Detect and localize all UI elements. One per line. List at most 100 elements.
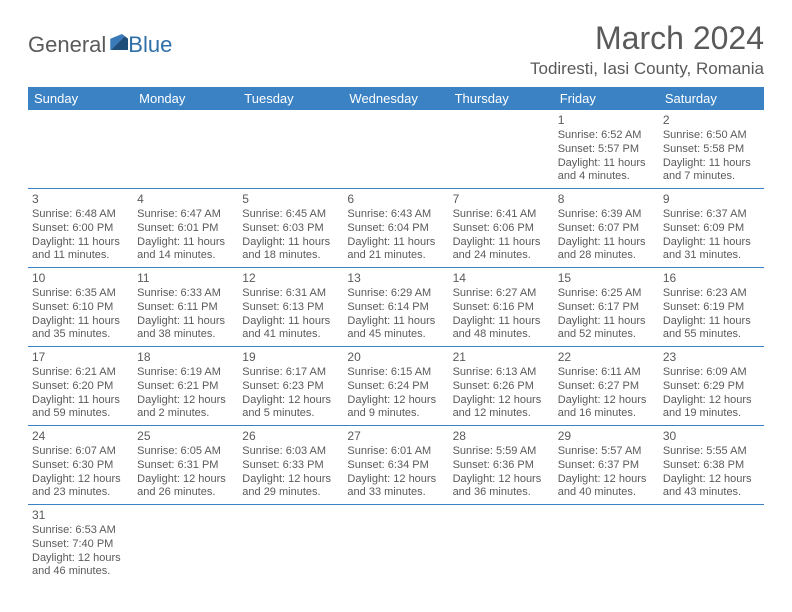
sunrise-text: Sunrise: 6:15 AM — [347, 366, 444, 380]
calendar-body: 1Sunrise: 6:52 AMSunset: 5:57 PM Daylight… — [28, 110, 764, 583]
calendar-cell: 1Sunrise: 6:52 AMSunset: 5:57 PMDaylight… — [554, 110, 659, 189]
daylight-text: Daylight: 12 hours and 36 minutes. — [453, 473, 550, 501]
daylight-text: Daylight: 11 hours and 59 minutes. — [32, 394, 129, 422]
sunrise-text: Sunrise: 6:52 AM — [558, 129, 655, 143]
sunset-text: Sunset: 5:57 PM — [558, 143, 655, 157]
calendar-table: Sunday Monday Tuesday Wednesday Thursday… — [28, 87, 764, 583]
day-number: 27 — [347, 429, 444, 444]
sunset-text: Sunset: 6:10 PM — [32, 301, 129, 315]
weekday-header: Monday — [133, 87, 238, 110]
sunrise-text: Sunrise: 6:03 AM — [242, 445, 339, 459]
day-number: 25 — [137, 429, 234, 444]
day-number: 31 — [32, 508, 129, 523]
calendar-cell: 31Sunrise: 6:53 AMSunset: 7:40 PMDayligh… — [28, 505, 133, 584]
sunset-text: Sunset: 6:27 PM — [558, 380, 655, 394]
weekday-header: Saturday — [659, 87, 764, 110]
calendar-cell: 5Sunrise: 6:45 AMSunset: 6:03 PMDaylight… — [238, 189, 343, 268]
calendar-cell: 15Sunrise: 6:25 AMSunset: 6:17 PMDayligh… — [554, 268, 659, 347]
calendar-cell: 6Sunrise: 6:43 AMSunset: 6:04 PMDaylight… — [343, 189, 448, 268]
calendar-cell — [449, 505, 554, 584]
calendar-cell: 21Sunrise: 6:13 AMSunset: 6:26 PMDayligh… — [449, 347, 554, 426]
day-number: 26 — [242, 429, 339, 444]
day-number: 22 — [558, 350, 655, 365]
sunset-text: Sunset: 6:24 PM — [347, 380, 444, 394]
daylight-text: Daylight: 11 hours and 52 minutes. — [558, 315, 655, 343]
day-number: 10 — [32, 271, 129, 286]
day-number: 19 — [242, 350, 339, 365]
sunrise-text: Sunrise: 6:05 AM — [137, 445, 234, 459]
calendar-row: 31Sunrise: 6:53 AMSunset: 7:40 PMDayligh… — [28, 505, 764, 584]
day-number: 30 — [663, 429, 760, 444]
day-number: 5 — [242, 192, 339, 207]
day-number: 24 — [32, 429, 129, 444]
calendar-cell — [343, 110, 448, 189]
day-number: 4 — [137, 192, 234, 207]
sunrise-text: Sunrise: 6:43 AM — [347, 208, 444, 222]
sunset-text: Sunset: 6:38 PM — [663, 459, 760, 473]
sunset-text: Sunset: 6:31 PM — [137, 459, 234, 473]
sunrise-text: Sunrise: 6:48 AM — [32, 208, 129, 222]
sunset-text: Sunset: 6:26 PM — [453, 380, 550, 394]
sunrise-text: Sunrise: 6:13 AM — [453, 366, 550, 380]
sunrise-text: Sunrise: 6:17 AM — [242, 366, 339, 380]
brand-general: General — [28, 32, 106, 58]
sunrise-text: Sunrise: 6:53 AM — [32, 524, 129, 538]
daylight-text: Daylight: 12 hours and 23 minutes. — [32, 473, 129, 501]
calendar-cell — [343, 505, 448, 584]
sunrise-text: Sunrise: 6:39 AM — [558, 208, 655, 222]
calendar-row: 3Sunrise: 6:48 AMSunset: 6:00 PMDaylight… — [28, 189, 764, 268]
day-number: 1 — [558, 113, 655, 128]
brand-logo: General Blue — [28, 32, 172, 58]
sunset-text: Sunset: 6:29 PM — [663, 380, 760, 394]
calendar-cell — [449, 110, 554, 189]
brand-blue: Blue — [128, 32, 172, 58]
sunset-text: Sunset: 6:36 PM — [453, 459, 550, 473]
daylight-text: Daylight: 12 hours and 19 minutes. — [663, 394, 760, 422]
calendar-cell: 9Sunrise: 6:37 AMSunset: 6:09 PMDaylight… — [659, 189, 764, 268]
weekday-header: Sunday — [28, 87, 133, 110]
calendar-cell — [659, 505, 764, 584]
daylight-text: Daylight: 11 hours and 7 minutes. — [663, 157, 760, 185]
sunset-text: Sunset: 6:09 PM — [663, 222, 760, 236]
day-number: 20 — [347, 350, 444, 365]
daylight-text: Daylight: 11 hours and 28 minutes. — [558, 236, 655, 264]
calendar-cell: 8Sunrise: 6:39 AMSunset: 6:07 PMDaylight… — [554, 189, 659, 268]
day-number: 13 — [347, 271, 444, 286]
calendar-cell: 23Sunrise: 6:09 AMSunset: 6:29 PMDayligh… — [659, 347, 764, 426]
sunset-text: Sunset: 6:30 PM — [32, 459, 129, 473]
calendar-cell: 14Sunrise: 6:27 AMSunset: 6:16 PMDayligh… — [449, 268, 554, 347]
daylight-text: Daylight: 12 hours and 9 minutes. — [347, 394, 444, 422]
day-number: 3 — [32, 192, 129, 207]
sunrise-text: Sunrise: 6:27 AM — [453, 287, 550, 301]
sunrise-text: Sunrise: 6:07 AM — [32, 445, 129, 459]
calendar-cell: 26Sunrise: 6:03 AMSunset: 6:33 PMDayligh… — [238, 426, 343, 505]
sunset-text: Sunset: 6:16 PM — [453, 301, 550, 315]
daylight-text: Daylight: 12 hours and 2 minutes. — [137, 394, 234, 422]
daylight-text: Daylight: 11 hours and 18 minutes. — [242, 236, 339, 264]
day-number: 12 — [242, 271, 339, 286]
day-number: 28 — [453, 429, 550, 444]
daylight-text: Daylight: 11 hours and 48 minutes. — [453, 315, 550, 343]
sunrise-text: Sunrise: 6:37 AM — [663, 208, 760, 222]
sunset-text: Sunset: 6:06 PM — [453, 222, 550, 236]
sunrise-text: Sunrise: 6:33 AM — [137, 287, 234, 301]
sunset-text: Sunset: 6:07 PM — [558, 222, 655, 236]
sunrise-text: Sunrise: 6:35 AM — [32, 287, 129, 301]
daylight-text: Daylight: 12 hours and 40 minutes. — [558, 473, 655, 501]
sunrise-text: Sunrise: 5:59 AM — [453, 445, 550, 459]
day-number: 23 — [663, 350, 760, 365]
calendar-cell: 7Sunrise: 6:41 AMSunset: 6:06 PMDaylight… — [449, 189, 554, 268]
daylight-text: Daylight: 11 hours and 35 minutes. — [32, 315, 129, 343]
daylight-text: Daylight: 11 hours and 24 minutes. — [453, 236, 550, 264]
sunrise-text: Sunrise: 6:41 AM — [453, 208, 550, 222]
page-header: General Blue March 2024 Todiresti, Iasi … — [28, 20, 764, 79]
calendar-row: 10Sunrise: 6:35 AMSunset: 6:10 PMDayligh… — [28, 268, 764, 347]
daylight-text: Daylight: 12 hours and 33 minutes. — [347, 473, 444, 501]
sunrise-text: Sunrise: 6:21 AM — [32, 366, 129, 380]
sunrise-text: Sunrise: 6:31 AM — [242, 287, 339, 301]
sunset-text: Sunset: 6:14 PM — [347, 301, 444, 315]
day-number: 17 — [32, 350, 129, 365]
brand-shape-icon — [110, 34, 128, 50]
sunset-text: Sunset: 6:17 PM — [558, 301, 655, 315]
weekday-header: Friday — [554, 87, 659, 110]
